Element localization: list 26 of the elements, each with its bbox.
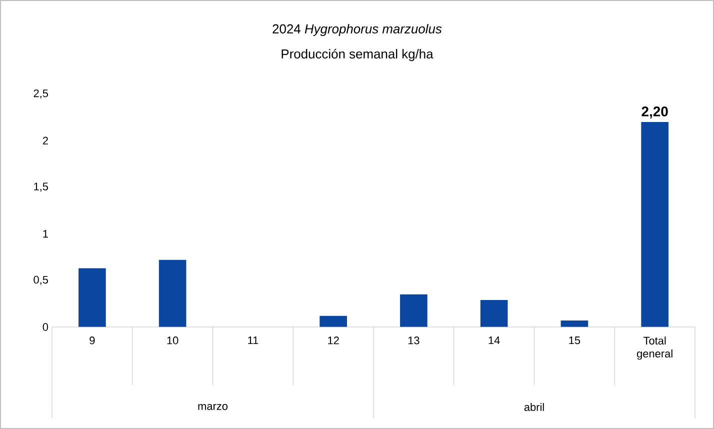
bar [320,316,347,327]
y-tick-label: 2,5 [34,89,48,99]
bar [641,122,668,327]
bar [560,320,588,327]
bar [400,294,428,327]
data-label: 2,20 [642,106,668,118]
y-tick-label: 2 [42,136,48,144]
x-tick-label: Total general [636,336,672,360]
y-tick-label: 1 [43,230,48,238]
x-tick-label: 14 [488,336,500,344]
x-tick-label: 12 [328,336,339,344]
y-tick-label: 0,5 [34,276,48,285]
bar [158,260,186,327]
bar [78,268,106,327]
text: marzo [198,404,228,410]
text: abril [524,402,544,412]
y-tick-label: 0 [42,323,48,331]
chart-subtitle: Producción semanal kg/ha [282,48,434,62]
bar [480,300,508,327]
x-tick-label: 15 [569,336,580,344]
x-tick-label: 10 [167,336,178,344]
y-tick-label: 1,5 [34,182,48,192]
chart-title: 2024 Hygrophorus marzuolus [272,24,442,36]
x-tick-label: 11 [248,336,258,344]
x-tick-label: 13 [408,336,420,344]
x-tick-label: 9 [90,336,95,344]
